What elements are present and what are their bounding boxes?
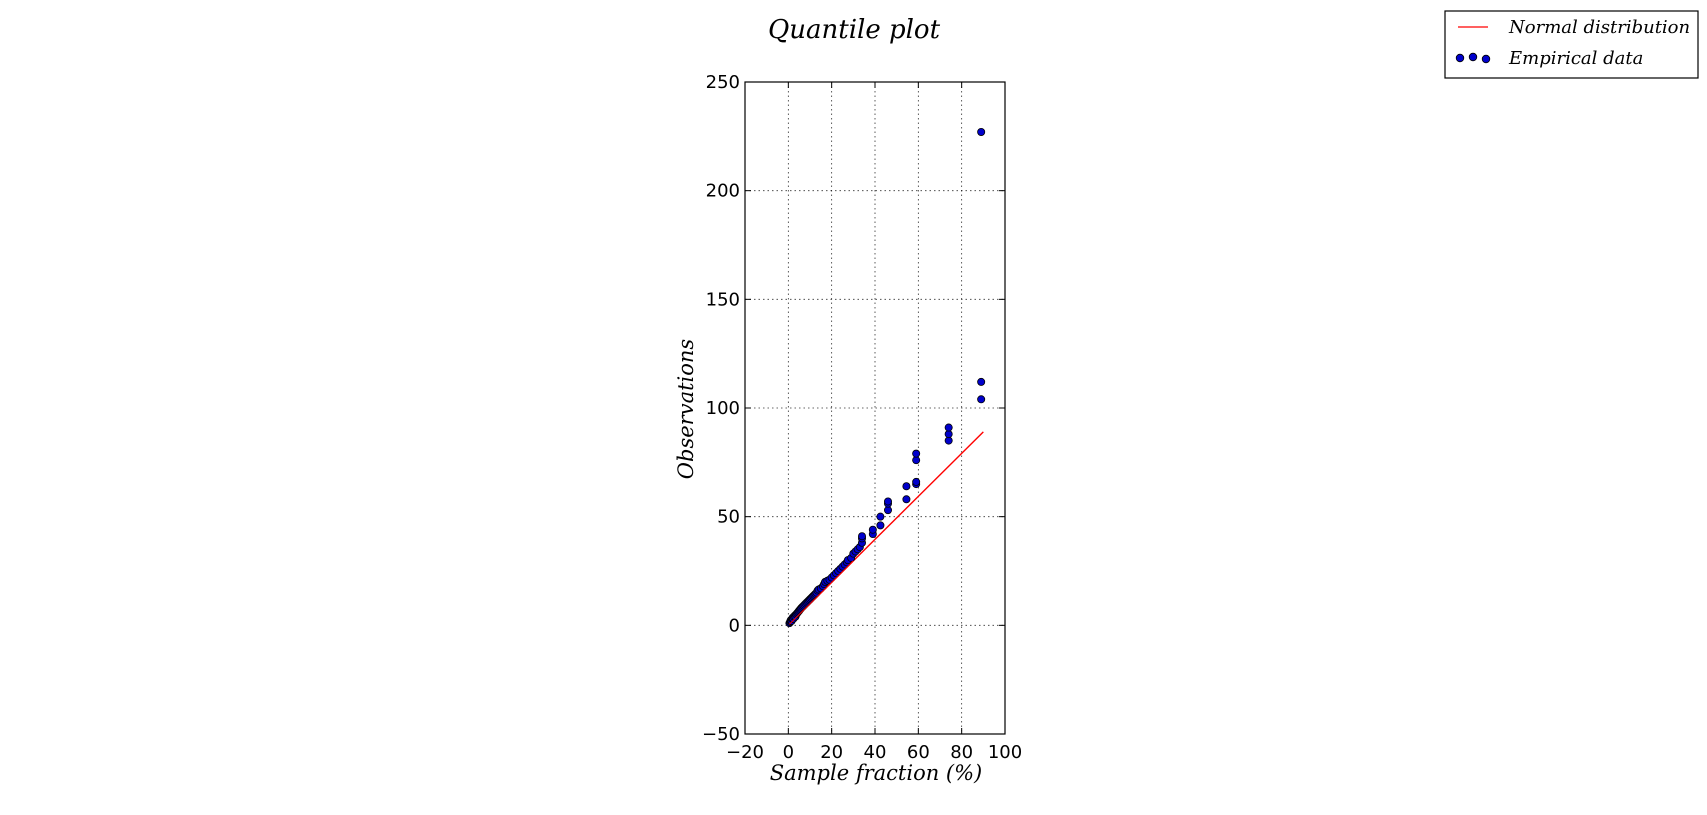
empirical-data-point bbox=[884, 497, 893, 506]
empirical-data-point bbox=[902, 482, 911, 491]
empirical-data-point bbox=[944, 430, 953, 439]
empirical-data-point bbox=[868, 525, 877, 534]
y-tick-label: 50 bbox=[717, 507, 740, 528]
legend: Normal distribution Empirical data bbox=[1444, 10, 1699, 79]
empirical-data-point bbox=[944, 423, 953, 432]
x-tick-label: 40 bbox=[864, 742, 887, 763]
empirical-data-point bbox=[902, 495, 911, 504]
empirical-data-point bbox=[912, 449, 921, 458]
chart-title: Quantile plot bbox=[768, 15, 941, 45]
x-axis-label: Sample fraction (%) bbox=[770, 761, 983, 785]
legend-label-normal: Normal distribution bbox=[1508, 17, 1690, 38]
y-tick-label: 150 bbox=[706, 289, 740, 310]
empirical-data-point bbox=[912, 456, 921, 465]
x-tick-label: 0 bbox=[783, 742, 794, 763]
empirical-data-point bbox=[977, 395, 986, 404]
legend-marker-1 bbox=[1455, 53, 1465, 63]
y-tick-label: 250 bbox=[706, 72, 740, 93]
y-tick-label: 200 bbox=[706, 181, 740, 202]
empirical-data-point bbox=[977, 127, 986, 136]
x-tick-label: 20 bbox=[820, 742, 843, 763]
empirical-data-point bbox=[858, 532, 867, 541]
x-tick-label: −20 bbox=[726, 742, 764, 763]
plot-area: −20 0 20 40 60 80 100 −50 0 50 100 150 200 250 bbox=[702, 72, 1022, 763]
x-tick-label: 100 bbox=[988, 742, 1022, 763]
empirical-data-point bbox=[977, 377, 986, 386]
empirical-data-point bbox=[912, 477, 921, 486]
y-tick-label: −50 bbox=[702, 724, 740, 745]
normal-distribution-line-overlay bbox=[788, 560, 854, 625]
legend-marker-2 bbox=[1468, 52, 1478, 62]
y-axis-label: Observations bbox=[674, 339, 698, 480]
empirical-data-point bbox=[944, 436, 953, 445]
plot-frame bbox=[744, 81, 1006, 735]
y-tick-label: 0 bbox=[729, 615, 740, 636]
x-tick-label: 60 bbox=[907, 742, 930, 763]
x-tick-label: 80 bbox=[950, 742, 973, 763]
legend-marker-3 bbox=[1481, 54, 1491, 64]
legend-label-empirical: Empirical data bbox=[1508, 48, 1643, 69]
empirical-data-point bbox=[876, 512, 885, 521]
empirical-data-point bbox=[876, 521, 885, 530]
legend-frame bbox=[1444, 10, 1699, 79]
y-tick-label: 100 bbox=[706, 398, 740, 419]
